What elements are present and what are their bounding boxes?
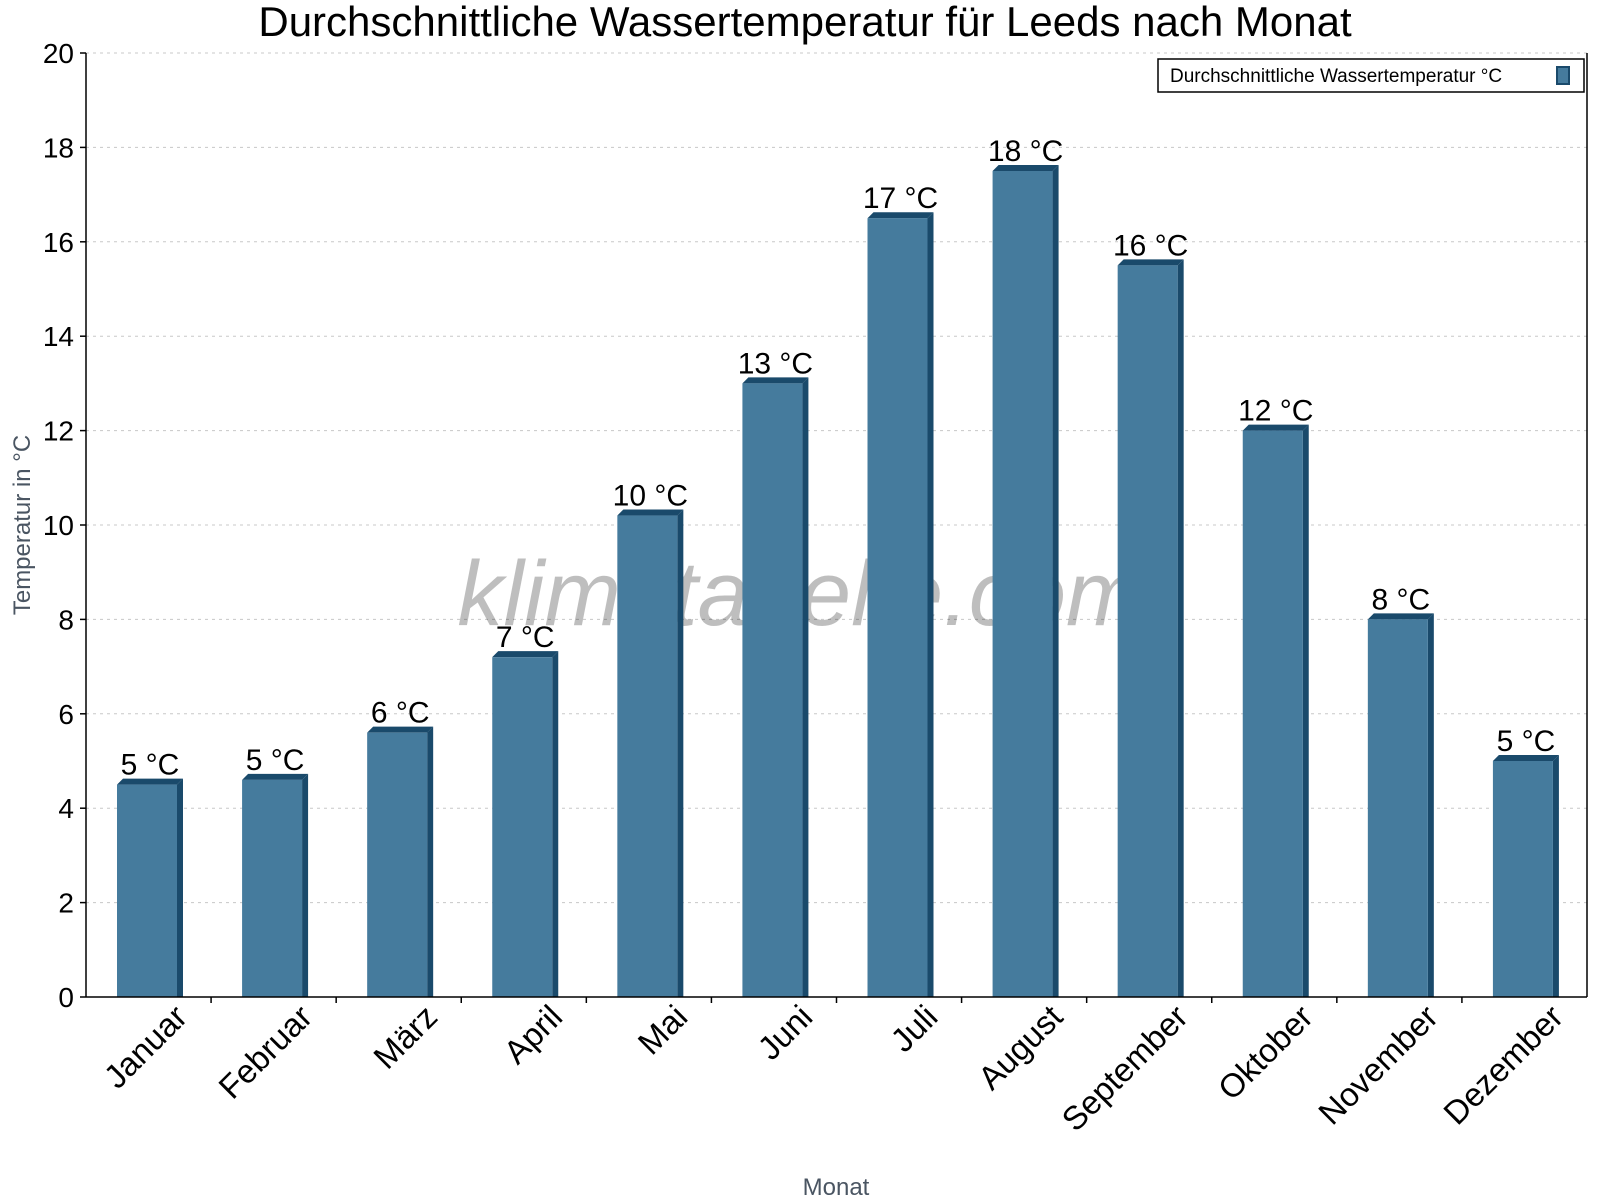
bar-top (242, 773, 309, 780)
y-tick-label: 18 (43, 132, 74, 163)
x-tick-label: Januar (97, 998, 195, 1096)
bar-top (117, 778, 183, 785)
y-tick-label: 0 (58, 982, 74, 1013)
x-tick-label: September (1054, 998, 1194, 1138)
bar-top (1367, 613, 1434, 620)
bar (867, 218, 928, 997)
bar-side (677, 509, 684, 997)
bar-top (1492, 755, 1559, 761)
y-tick-label: 14 (43, 321, 74, 352)
bar-top (367, 726, 434, 733)
bar-top (1242, 424, 1309, 431)
bar (1242, 430, 1303, 998)
data-label: 13 °C (738, 347, 813, 380)
x-axis-label: Monat (803, 1174, 870, 1200)
data-label: 5 °C (246, 744, 305, 777)
bar-side (1052, 165, 1059, 997)
data-label: 10 °C (613, 480, 688, 513)
bar-side (1177, 259, 1184, 997)
x-tick-label: März (366, 998, 444, 1076)
gridlines (86, 52, 1587, 904)
x-tick-label: Dezember (1436, 998, 1570, 1132)
y-tick-label: 2 (58, 888, 74, 919)
y-tick-label: 6 (58, 699, 74, 730)
bar (742, 383, 803, 997)
data-label: 16 °C (1113, 229, 1188, 262)
legend-swatch (1556, 66, 1570, 85)
data-label: 18 °C (988, 135, 1063, 168)
bar-side (302, 773, 309, 997)
x-tick-label: Mai (631, 998, 695, 1062)
y-tick-label: 12 (43, 416, 74, 447)
bar-side (927, 212, 934, 997)
bar-side (802, 377, 809, 997)
bar-top (992, 165, 1059, 171)
bar (367, 732, 428, 997)
bar (117, 784, 177, 997)
y-tick-label: 4 (58, 793, 74, 824)
data-label: 17 °C (863, 182, 938, 215)
bar (617, 515, 678, 997)
y-tick-label: 8 (58, 604, 74, 635)
chart-title: Durchschnittliche Wassertemperatur für L… (258, 0, 1352, 45)
bar-top (867, 212, 934, 219)
bar-side (427, 726, 434, 997)
bar-side (1552, 755, 1559, 997)
y-tick-label: 16 (43, 227, 74, 258)
data-label: 6 °C (371, 697, 430, 730)
bar (992, 171, 1053, 997)
bars: 5 °C 5 °C 6 °C 7 °C 10 °C 13 °C 17 °C 18 °C 16 °… (117, 135, 1559, 998)
x-tick-label: Juli (883, 998, 944, 1059)
bar-top (742, 377, 809, 384)
x-tick-label: August (971, 998, 1070, 1097)
y-tick-label: 10 (43, 510, 74, 541)
legend: Durchschnittliche Wassertemperatur °C (1157, 58, 1585, 93)
x-tick-label: April (496, 998, 569, 1071)
bar-side (1302, 424, 1309, 998)
bar (1367, 619, 1428, 997)
x-tick-label: Februar (211, 998, 319, 1106)
bar (1117, 265, 1178, 997)
data-label: 8 °C (1371, 583, 1430, 616)
y-axis-label: Temperatur in °C (9, 435, 36, 615)
data-label: 5 °C (121, 749, 180, 782)
bar (1492, 761, 1553, 997)
bar-top (617, 509, 684, 516)
data-label: 12 °C (1238, 395, 1313, 428)
data-label: 5 °C (1497, 725, 1556, 758)
bar-side (1427, 613, 1434, 997)
bar (492, 657, 553, 997)
bar-top (492, 651, 559, 658)
x-tick-label: November (1311, 998, 1445, 1132)
bar-top (1117, 259, 1184, 266)
bar-side (177, 778, 183, 997)
data-label: 7 °C (496, 621, 555, 654)
legend-label: Durchschnittliche Wassertemperatur °C (1170, 66, 1502, 87)
y-tick-label: 20 (43, 38, 74, 69)
x-tick-label: Oktober (1211, 998, 1320, 1107)
x-tick-label: Juni (750, 998, 819, 1067)
bar-side (552, 651, 559, 997)
bar (242, 779, 303, 997)
